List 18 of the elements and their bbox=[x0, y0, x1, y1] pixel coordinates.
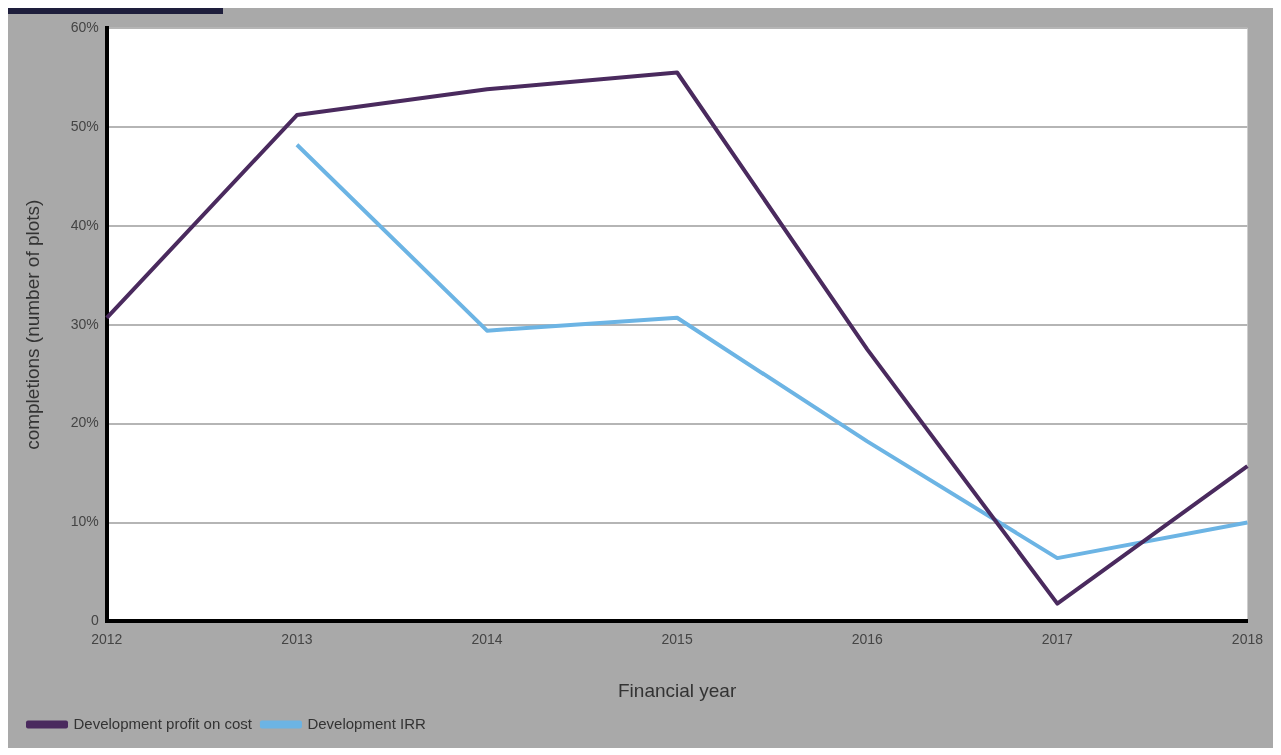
x-tick-label: 2018 bbox=[1231, 630, 1264, 647]
x-tick-label: 2014 bbox=[471, 630, 503, 647]
y-tick-label: 40% bbox=[70, 216, 99, 233]
y-tick-label: 30% bbox=[70, 315, 99, 332]
legend-label: Development profit on cost bbox=[73, 714, 253, 732]
legend-label: Development IRR bbox=[307, 714, 426, 732]
x-tick-label: 2016 bbox=[851, 630, 884, 647]
x-tick-label: 2017 bbox=[1041, 630, 1074, 647]
x-axis-title: Financial year bbox=[617, 679, 737, 701]
x-tick-label: 2015 bbox=[661, 630, 693, 647]
y-tick-label: 20% bbox=[70, 414, 99, 431]
y-tick-label: 10% bbox=[70, 513, 99, 530]
x-tick-label: 2012 bbox=[91, 630, 123, 647]
y-tick-label: 0 bbox=[91, 612, 100, 629]
y-tick-label: 60% bbox=[70, 18, 99, 35]
y-axis-title: completions (number of plots) bbox=[21, 199, 43, 450]
x-tick-label: 2013 bbox=[281, 630, 313, 647]
y-tick-label: 50% bbox=[70, 117, 99, 134]
